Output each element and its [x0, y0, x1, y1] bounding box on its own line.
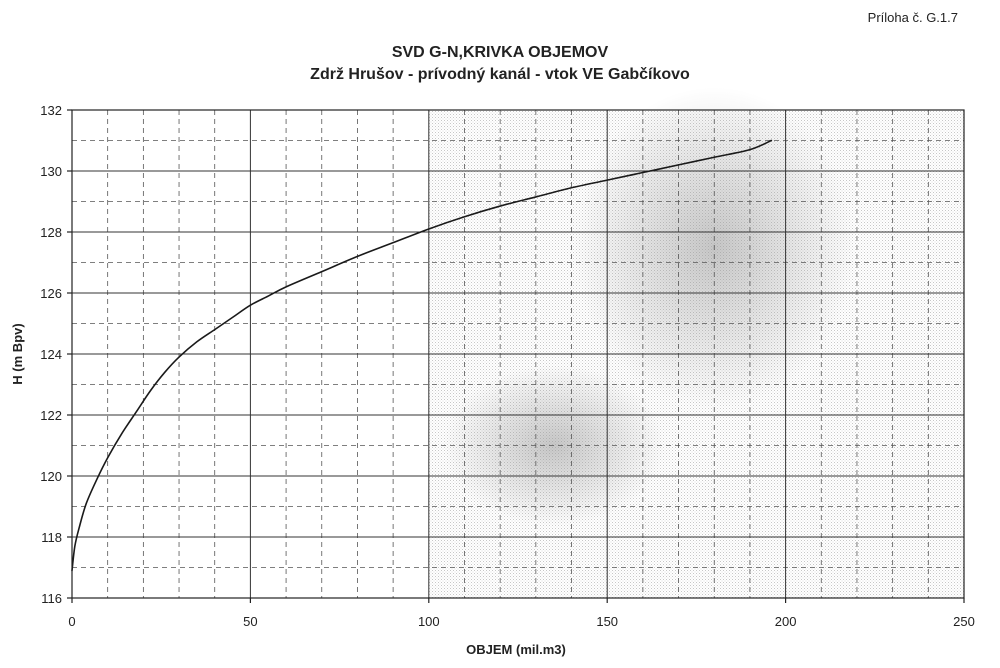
y-axis-title: H (m Bpv)	[10, 323, 25, 384]
x-tick-label: 250	[953, 614, 975, 629]
axes-layer	[67, 109, 965, 603]
x-tick-labels: 0 50 100 150 200 250	[68, 614, 974, 629]
y-tick-label: 124	[40, 347, 62, 362]
major-grid	[71, 109, 965, 599]
series-layer	[71, 139, 773, 572]
chart-title: SVD G-N,KRIVKA OBJEMOV	[391, 44, 609, 61]
y-tick-label: 116	[41, 591, 62, 606]
y-tick-label: 120	[40, 469, 62, 484]
x-tick-label: 50	[243, 614, 257, 629]
y-tick-label: 126	[40, 286, 62, 301]
annex-label: Príloha č. G.1.7	[867, 10, 958, 25]
y-tick-label: 122	[40, 408, 62, 423]
series-line	[71, 139, 773, 572]
y-tick-label: 130	[40, 164, 62, 179]
chart-subtitle: Zdrž Hrušov - prívodný kanál - vtok VE G…	[310, 66, 690, 83]
y-tick-label: 132	[40, 103, 62, 118]
x-tick-label: 150	[596, 614, 618, 629]
x-tick-label: 100	[418, 614, 440, 629]
x-tick-label: 0	[68, 614, 75, 629]
x-axis-title: OBJEM (mil.m3)	[466, 642, 566, 657]
y-tick-label: 128	[40, 225, 62, 240]
y-tick-labels: 116 118 120 122 124 126 128 130 132	[40, 103, 62, 606]
x-tick-label: 200	[775, 614, 797, 629]
y-tick-label: 118	[41, 530, 62, 545]
plot-background	[428, 87, 964, 598]
